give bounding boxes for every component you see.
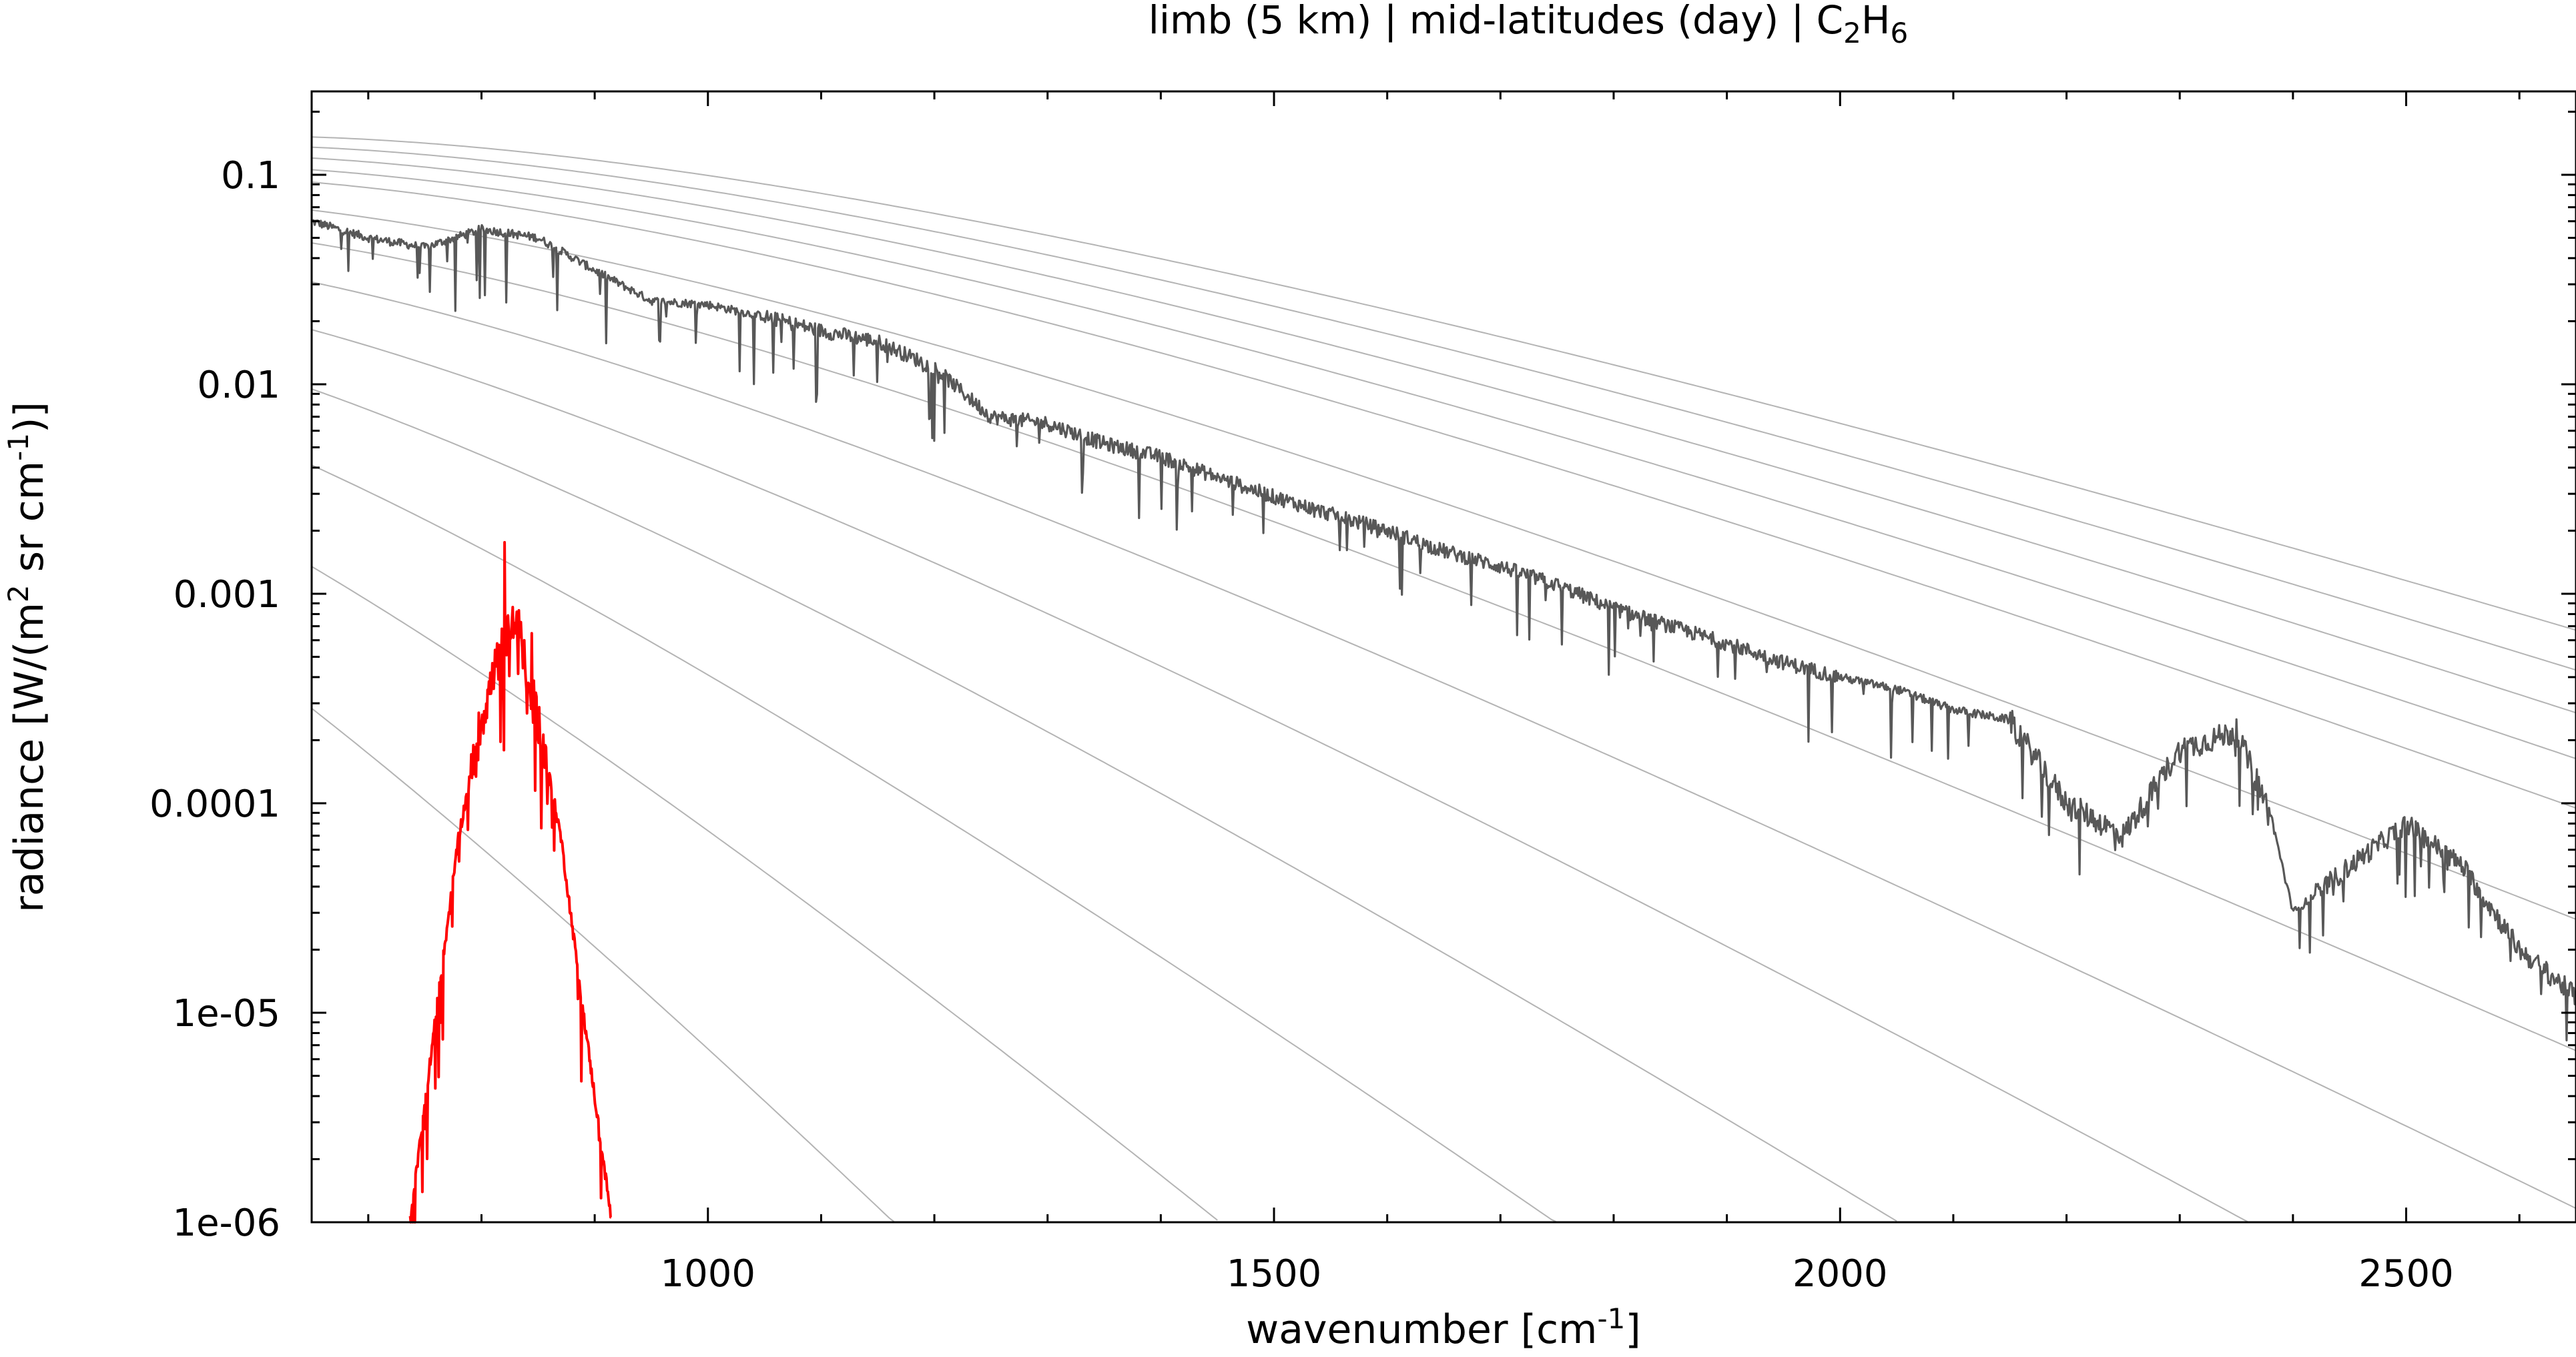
series-line-c2h6-spectrum	[408, 540, 612, 1224]
reference-curve-140k	[311, 464, 1558, 1223]
x-tick-label: 1000	[661, 1252, 756, 1296]
reference-curve-270k	[311, 169, 2576, 760]
series-line-total-spectrum	[311, 219, 2576, 1041]
reference-curve-160k	[311, 388, 1897, 1222]
x-tick-label: 2000	[1793, 1252, 1888, 1296]
y-tick-label: 0.1	[221, 154, 280, 197]
x-tick-label: 1500	[1227, 1252, 1322, 1296]
y-axis-ticks: 0.1 0.01 0.001 0.0001 1e-05 1e-06	[149, 110, 2576, 1245]
reference-curve-180k	[311, 329, 2248, 1223]
data-series	[311, 219, 2576, 1224]
y-tick-label: 1e-05	[172, 992, 280, 1035]
x-tick-label: 2500	[2358, 1252, 2454, 1296]
reference-curve-290k	[311, 146, 2576, 671]
reference-curve-220k	[311, 242, 2576, 1051]
y-tick-label: 0.01	[197, 364, 280, 407]
reference-curves	[311, 136, 2576, 1223]
chart-title: limb (5 km) | mid-latitudes (day) | C2H6	[1149, 0, 1909, 49]
reference-curve-240k	[311, 209, 2576, 920]
y-tick-label: 0.001	[174, 573, 280, 616]
reference-curve-100k	[311, 707, 896, 1223]
reference-curve-300k	[311, 136, 2576, 631]
reference-curve-280k	[311, 157, 2576, 714]
y-tick-label: 0.0001	[149, 783, 280, 826]
plot-frame	[310, 90, 2576, 1224]
y-axis-label: radiance [W/(m2 sr cm-1)]	[2, 402, 53, 913]
y-tick-label: 1e-06	[172, 1202, 280, 1245]
reference-curve-120k	[311, 566, 1218, 1221]
reference-curve-260k	[311, 181, 2576, 809]
x-axis-label: wavenumber [cm-1]	[1246, 1302, 1641, 1353]
x-axis-ticks: 1000 1500 2000 2500	[367, 91, 2521, 1296]
reference-curve-200k	[311, 281, 2576, 1210]
